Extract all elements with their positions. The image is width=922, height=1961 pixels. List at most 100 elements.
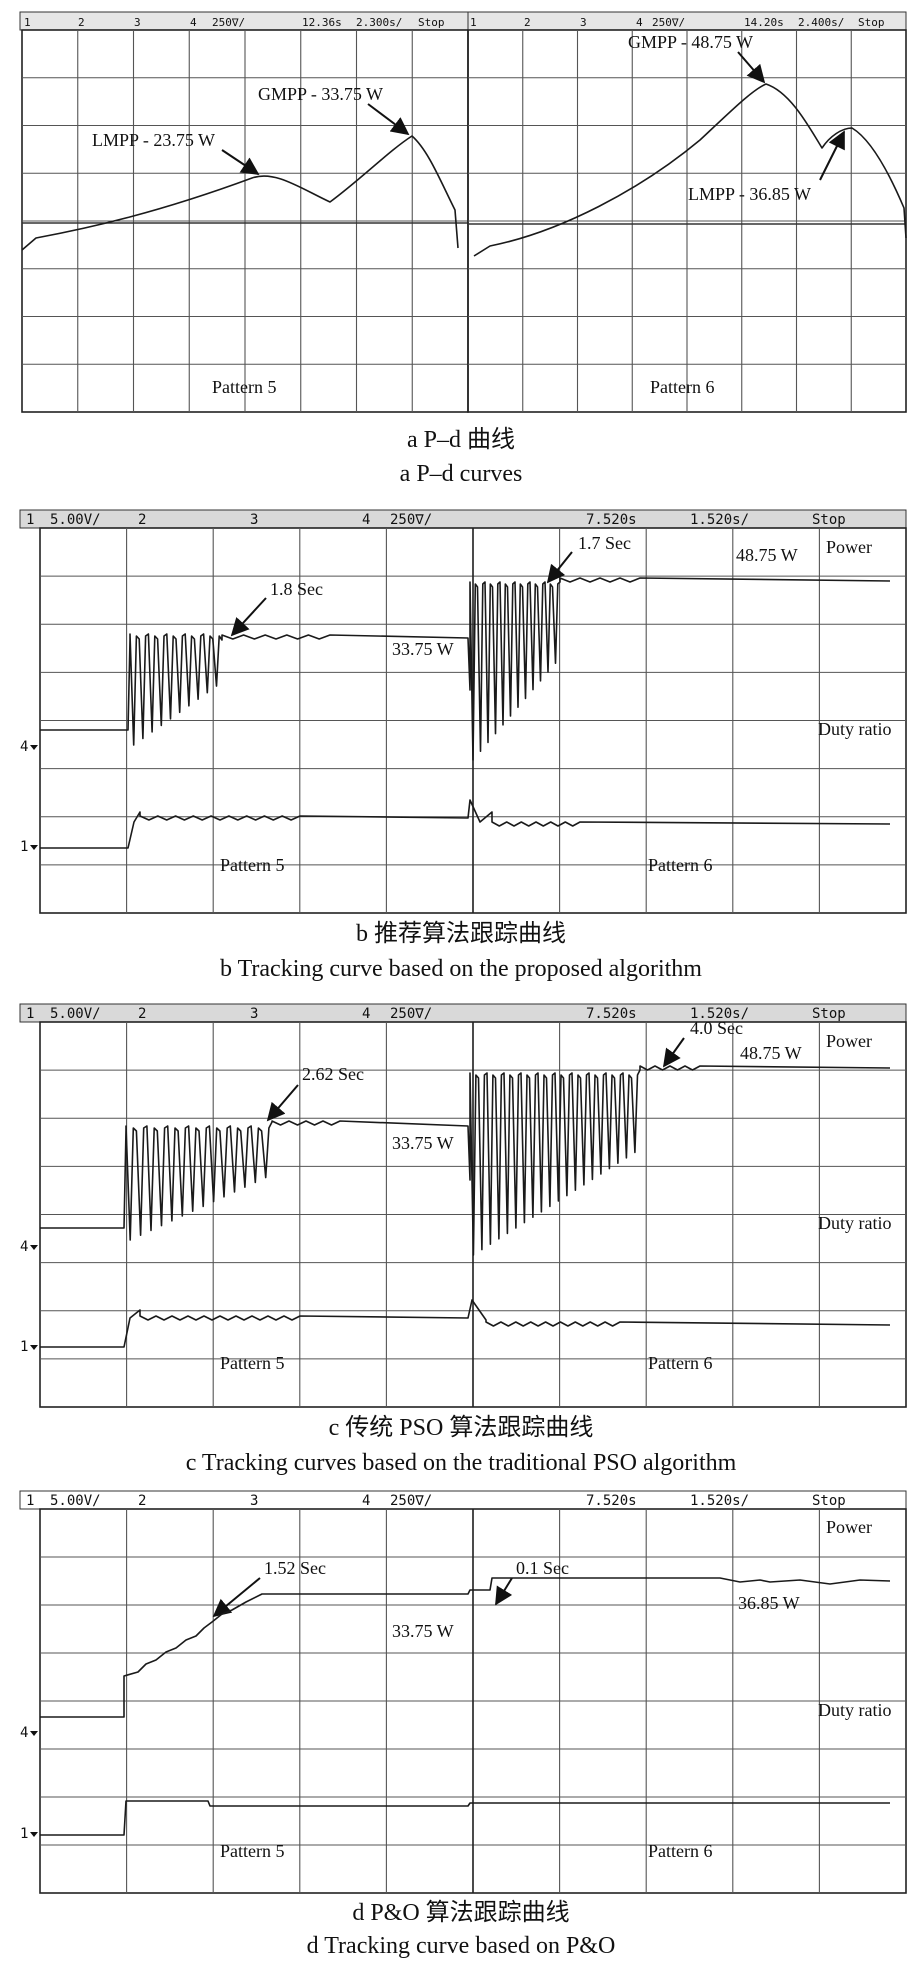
panel-b-ch1-marker: 1 [20, 839, 28, 855]
panel-b-ch4-marker: 4 [20, 739, 28, 755]
a-right-header-item: 1 [470, 16, 477, 29]
panel-a-right-scope: 1 2 3 4 250∇/ 14.20s 2.400s/Stop GMPP - 48.75 … [467, 11, 907, 413]
panel-c-ch4-marker: 4 [20, 1239, 28, 1255]
panel-d-ch1-marker: 1 [20, 1826, 28, 1842]
gmpp-left-label: GMPP - 33.75 W [258, 84, 383, 104]
a-left-header-item: 12.36s [302, 16, 342, 29]
panel-a-left-pattern: Pattern 5 [212, 377, 277, 397]
a-right-header-item: 4 [636, 16, 643, 29]
panel-c-power-trace [40, 1065, 891, 1256]
gmpp-right-label: GMPP - 48.75 W [628, 32, 753, 52]
a-left-header-item: 1 [24, 16, 31, 29]
panel-c-header-item: 250∇/ [390, 1006, 432, 1022]
panel-c-time-right: 4.0 Sec [690, 1018, 743, 1038]
panel-c-ch4-arrow [30, 1245, 38, 1250]
panel-c: 1 5.00V/2 3 4 250∇/ 7.520s 1.520s/Stop 4 1 Power D… [19, 1003, 907, 1408]
panel-c-header-item: 4 [362, 1006, 370, 1022]
panel-d-ch4-arrow [30, 1731, 38, 1736]
panel-b-header-item: 4 [362, 512, 370, 528]
panel-d-time-left: 1.52 Sec [264, 1558, 326, 1578]
panel-b-header-item: 250∇/ [390, 512, 432, 528]
panel-d-header-item: Stop [812, 1493, 846, 1509]
panel-d-duty-label: Duty ratio [818, 1700, 892, 1720]
lmpp-left-arrow [221, 149, 260, 175]
panel-d-header-item: 4 [362, 1493, 370, 1509]
caption-a-en: a P–d curves [400, 461, 523, 487]
a-left-header-item: 4 [190, 16, 197, 29]
gmpp-left-arrow [367, 103, 410, 136]
lmpp-right-label: LMPP - 36.85 W [688, 184, 811, 204]
lmpp-left-label: LMPP - 23.75 W [92, 130, 215, 150]
panel-a-right-pattern: Pattern 6 [650, 377, 715, 397]
caption-c-cn: c 传统 PSO 算法跟踪曲线 [329, 1414, 594, 1441]
panel-b-header-item: 1.520s/ [690, 512, 749, 528]
panel-b-duty-trace [40, 799, 891, 849]
panel-a-right-grid [467, 29, 907, 413]
a-left-header-item: 3 [134, 16, 141, 29]
panel-b-power-right: 48.75 W [736, 545, 798, 565]
panel-d-time-right: 0.1 Sec [516, 1558, 569, 1578]
panel-d-duty-trace [40, 1800, 890, 1836]
panel-b-header-item: 2 [138, 512, 146, 528]
caption-d-cn: d P&O 算法跟踪曲线 [352, 1899, 569, 1926]
panel-d-ch4-marker: 4 [20, 1725, 28, 1741]
panel-b-power-left: 33.75 W [392, 639, 454, 659]
panel-a-right-pd-curve [473, 83, 907, 257]
caption-b-en: b Tracking curve based on the proposed a… [220, 956, 702, 982]
panel-c-header-item: Stop [812, 1006, 846, 1022]
panel-c-time-left: 2.62 Sec [302, 1064, 364, 1084]
panel-d-power-trace [40, 1577, 891, 1718]
panel-a-left-scope: 1 2 3 4 250∇/ 12.36s 2.300s/Stop LMPP - 23.75 … [19, 11, 469, 413]
panel-d-power-label: Power [826, 1517, 872, 1537]
lmpp-right-arrow [819, 130, 845, 181]
panel-a-right-header: 1 2 3 4 250∇/ 14.20s 2.400s/Stop [470, 16, 885, 29]
gmpp-right-arrow [737, 51, 766, 84]
panel-d-header-item: 3 [250, 1493, 258, 1509]
panel-d-ch1-arrow [30, 1832, 38, 1837]
a-right-header-item: 250∇/ [652, 16, 685, 29]
panel-c-duty-label: Duty ratio [818, 1213, 892, 1233]
panel-c-power-label: Power [826, 1031, 872, 1051]
a-left-header-item: 2 [78, 16, 85, 29]
panel-d-pattern-left: Pattern 5 [220, 1841, 285, 1861]
panel-b-pattern-right: Pattern 6 [648, 855, 713, 875]
a-right-header-item: 3 [580, 16, 587, 29]
caption-a-cn: a P–d 曲线 [407, 426, 515, 453]
panel-d-arrow-left [212, 1577, 261, 1618]
panel-d-header-item: 7.520s [586, 1493, 637, 1509]
panel-c-ch1-marker: 1 [20, 1339, 28, 1355]
panel-b: 1 5.00V/2 3 4 250∇/ 7.520s 1.520s/Stop 4 1 Power D… [19, 509, 907, 914]
panel-b-header-item: Stop [812, 512, 846, 528]
a-left-header-item: 2.300s/ [356, 16, 402, 29]
a-right-header-item: Stop [858, 16, 885, 29]
caption-d-en: d Tracking curve based on P&O [307, 1933, 616, 1959]
panel-c-header-item: 2 [138, 1006, 146, 1022]
panel-b-header-item: 7.520s [586, 512, 637, 528]
panel-c-arrow-right [662, 1037, 685, 1068]
panel-c-header-item: 3 [250, 1006, 258, 1022]
panel-a-left-grid [21, 29, 469, 413]
panel-b-arrow-right [546, 551, 573, 584]
panel-c-header-bar [19, 1003, 907, 1023]
panel-b-pattern-left: Pattern 5 [220, 855, 285, 875]
panel-c-arrow-left [266, 1084, 299, 1122]
panel-b-header-item: 1 [26, 512, 34, 528]
panel-b-time-left: 1.8 Sec [270, 579, 323, 599]
panel-d-power-right: 36.85 W [738, 1593, 800, 1613]
panel-c-duty-trace [40, 1299, 891, 1348]
panel-b-header-bar [19, 509, 907, 529]
panel-c-pattern-right: Pattern 6 [648, 1353, 713, 1373]
panel-c-ch1-arrow [30, 1345, 38, 1350]
caption-c-en: c Tracking curves based on the tradition… [186, 1450, 737, 1476]
panel-d-header-item: 5.00V/ [50, 1493, 101, 1509]
panel-d-header-item: 1.520s/ [690, 1493, 749, 1509]
panel-b-arrow-left [230, 597, 267, 637]
panel-d-pattern-right: Pattern 6 [648, 1841, 713, 1861]
panel-b-duty-label: Duty ratio [818, 719, 892, 739]
panel-c-pattern-left: Pattern 5 [220, 1353, 285, 1373]
a-left-header-item: Stop [418, 16, 445, 29]
panel-c-header-item: 5.00V/ [50, 1006, 101, 1022]
panel-d: 1 5.00V/2 3 4 250∇/ 7.520s 1.520s/Stop 4 1 Power D… [19, 1490, 907, 1894]
panel-d-arrow-right [495, 1577, 513, 1606]
a-left-header-item: 250∇/ [212, 16, 245, 29]
